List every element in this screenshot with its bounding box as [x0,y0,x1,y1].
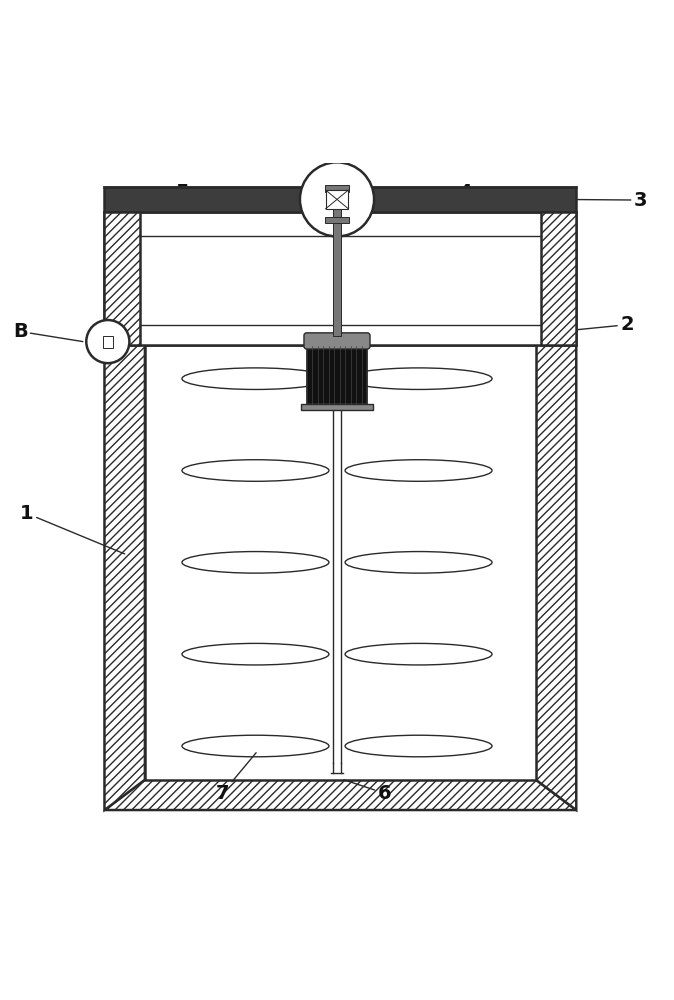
Text: 4: 4 [384,183,472,202]
Bar [145,345,536,780]
Bar [307,346,367,404]
Circle shape [300,162,374,236]
Circle shape [86,320,129,363]
Text: 2: 2 [559,315,634,334]
Bar [333,223,341,336]
Polygon shape [104,345,145,810]
Bar [103,336,113,348]
Bar [325,217,349,223]
Bar [104,212,576,345]
Text: 6: 6 [344,780,391,803]
Polygon shape [104,212,140,345]
Text: B: B [13,322,83,342]
Text: 3: 3 [556,191,647,210]
Polygon shape [536,345,576,810]
Polygon shape [104,780,576,810]
Bar [301,404,373,410]
Bar [104,187,576,212]
Text: 1: 1 [20,504,125,554]
Bar [333,190,341,198]
Text: 7: 7 [216,753,256,803]
Text: A: A [0,999,1,1000]
Text: 5: 5 [175,183,189,219]
FancyBboxPatch shape [304,333,370,349]
Bar [325,185,349,192]
Bar [326,190,348,209]
Bar [333,209,341,222]
Polygon shape [541,212,576,345]
